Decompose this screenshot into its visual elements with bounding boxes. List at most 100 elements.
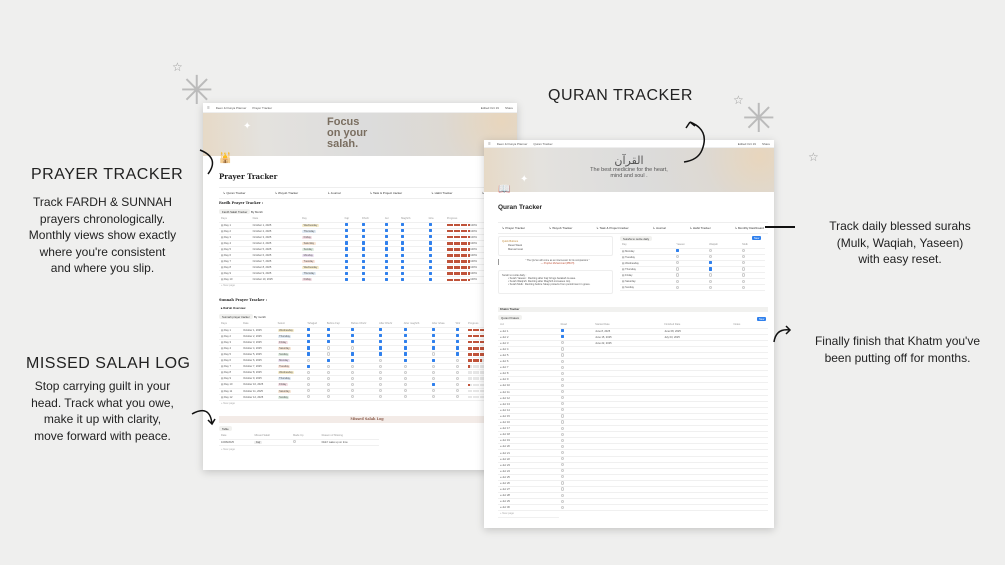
new-page-button[interactable]: + New page: [221, 402, 235, 405]
checkbox-unchecked[interactable]: [379, 382, 383, 387]
table-row[interactable]: ≡ Juz 17: [498, 425, 768, 433]
rakah-overview-toggle[interactable]: ▸ Rak'ah Overview: [221, 306, 246, 310]
checkbox-unchecked[interactable]: [431, 388, 436, 393]
checkbox-checked[interactable]: [344, 235, 348, 239]
checkbox-unchecked[interactable]: [307, 395, 311, 399]
table-row[interactable]: ≡ Juz 14: [498, 407, 768, 414]
checkbox-unchecked[interactable]: [560, 402, 564, 406]
checkbox-unchecked[interactable]: [742, 279, 746, 283]
table-row[interactable]: ≡ Juz 11: [498, 389, 768, 396]
checkbox-unchecked[interactable]: [307, 370, 311, 374]
checkbox-unchecked[interactable]: [326, 388, 331, 393]
checkbox-unchecked[interactable]: [455, 370, 459, 374]
table-row[interactable]: ▤ Tuesday: [620, 254, 765, 261]
checkbox-unchecked[interactable]: [709, 279, 713, 283]
checkbox-checked[interactable]: [379, 334, 383, 338]
checkbox-checked[interactable]: [351, 334, 355, 338]
menu-icon[interactable]: ☰: [488, 141, 491, 146]
table-row[interactable]: ▤ Monday: [620, 248, 765, 255]
checkbox-checked[interactable]: [403, 334, 407, 338]
checkbox-unchecked[interactable]: [676, 279, 680, 283]
checkbox-unchecked[interactable]: [560, 457, 564, 461]
checkbox-checked[interactable]: [384, 241, 389, 245]
view-tab-quran-khatam[interactable]: Quran Khatam: [498, 315, 523, 320]
checkbox-checked[interactable]: [379, 352, 383, 356]
checkbox-unchecked[interactable]: [455, 376, 459, 380]
nav-link[interactable]: ↳ Habit Tracker: [431, 191, 453, 195]
checkbox-unchecked[interactable]: [326, 376, 331, 380]
nav-link[interactable]: ↳ Wuyub Tracker: [274, 191, 299, 195]
checkbox-checked[interactable]: [428, 271, 432, 275]
checkbox-unchecked[interactable]: [709, 273, 713, 277]
checkbox-checked[interactable]: [362, 241, 366, 245]
table-row[interactable]: ≡ Juz 6: [498, 358, 768, 366]
checkbox-checked[interactable]: [344, 271, 348, 275]
new-button[interactable]: New: [757, 317, 767, 321]
checkbox-unchecked[interactable]: [326, 352, 331, 356]
checkbox-checked[interactable]: [455, 352, 459, 356]
checkbox-checked[interactable]: [384, 277, 389, 282]
checkbox-checked[interactable]: [384, 259, 389, 263]
checkbox-unchecked[interactable]: [560, 505, 564, 509]
checkbox-checked[interactable]: [709, 267, 713, 271]
table-row[interactable]: ▤ Day 7 October 7, 2025 Tuesday 100%: [219, 258, 515, 266]
table-row[interactable]: ≡ Juz 21: [498, 449, 768, 457]
checkbox-unchecked[interactable]: [379, 388, 383, 393]
checkbox-checked[interactable]: [307, 346, 311, 350]
checkbox-checked[interactable]: [560, 335, 564, 339]
checkbox-unchecked[interactable]: [351, 395, 355, 399]
checkbox-unchecked[interactable]: [560, 469, 564, 473]
checkbox-checked[interactable]: [307, 340, 311, 344]
checkbox-checked[interactable]: [401, 271, 405, 275]
table-row[interactable]: ▤ Day 10 October 10, 2025 Friday 100%: [219, 276, 515, 284]
checkbox-checked[interactable]: [362, 247, 366, 251]
checkbox-checked[interactable]: [351, 358, 355, 362]
checkbox-checked[interactable]: [428, 247, 432, 251]
checkbox-checked[interactable]: [326, 340, 331, 344]
table-row[interactable]: ≡ Juz 20: [498, 443, 768, 451]
checkbox-checked[interactable]: [401, 277, 405, 282]
checkbox-unchecked[interactable]: [326, 395, 331, 399]
checkbox-checked[interactable]: [362, 229, 366, 233]
nav-link[interactable]: ↳ Wuyub Tracker: [548, 226, 573, 230]
table-row[interactable]: ≡ Juz 30: [498, 504, 768, 512]
checkbox-unchecked[interactable]: [379, 395, 383, 399]
checkbox-unchecked[interactable]: [403, 376, 407, 380]
table-row[interactable]: ▤ Day 4 October 4, 2025 Saturday 100%: [219, 240, 515, 247]
checkbox-checked[interactable]: [401, 229, 405, 233]
checkbox-unchecked[interactable]: [560, 420, 564, 424]
checkbox-checked[interactable]: [403, 340, 407, 344]
checkbox-checked[interactable]: [709, 261, 713, 265]
checkbox-unchecked[interactable]: [560, 432, 564, 436]
table-row[interactable]: ≡ Juz 19: [498, 437, 768, 445]
nav-link[interactable]: ↳ Prayer Tracker: [502, 226, 526, 230]
checkbox-unchecked[interactable]: [560, 365, 564, 369]
checkbox-unchecked[interactable]: [455, 382, 459, 387]
checkbox-unchecked[interactable]: [560, 353, 564, 357]
checkbox-unchecked[interactable]: [379, 358, 383, 362]
checkbox-checked[interactable]: [344, 277, 348, 282]
checkbox-checked[interactable]: [431, 358, 436, 362]
checkbox-checked[interactable]: [403, 352, 407, 356]
table-row[interactable]: ≡ Juz 8: [498, 370, 768, 378]
checkbox-checked[interactable]: [401, 235, 405, 239]
checkbox-unchecked[interactable]: [560, 438, 564, 442]
checkbox-checked[interactable]: [431, 334, 436, 338]
checkbox-checked[interactable]: [384, 247, 389, 251]
breadcrumb-item[interactable]: Deen & Dunya Planner: [215, 105, 247, 110]
checkbox-unchecked[interactable]: [676, 261, 680, 265]
checkbox-checked[interactable]: [362, 259, 366, 263]
nav-link[interactable]: ↳ Task & Project tracker: [369, 191, 403, 195]
checkbox-unchecked[interactable]: [560, 414, 564, 418]
checkbox-unchecked[interactable]: [676, 267, 680, 271]
checkbox-checked[interactable]: [362, 253, 366, 257]
checkbox-checked[interactable]: [401, 247, 405, 251]
checkbox-checked[interactable]: [307, 328, 311, 332]
checkbox-unchecked[interactable]: [379, 370, 383, 374]
checkbox-checked[interactable]: [326, 358, 331, 362]
checkbox-unchecked[interactable]: [326, 346, 331, 350]
checkbox-unchecked[interactable]: [351, 346, 355, 350]
checkbox-checked[interactable]: [326, 328, 331, 332]
table-row[interactable]: ≡ Juz 3 June 22, 2025: [498, 340, 768, 347]
